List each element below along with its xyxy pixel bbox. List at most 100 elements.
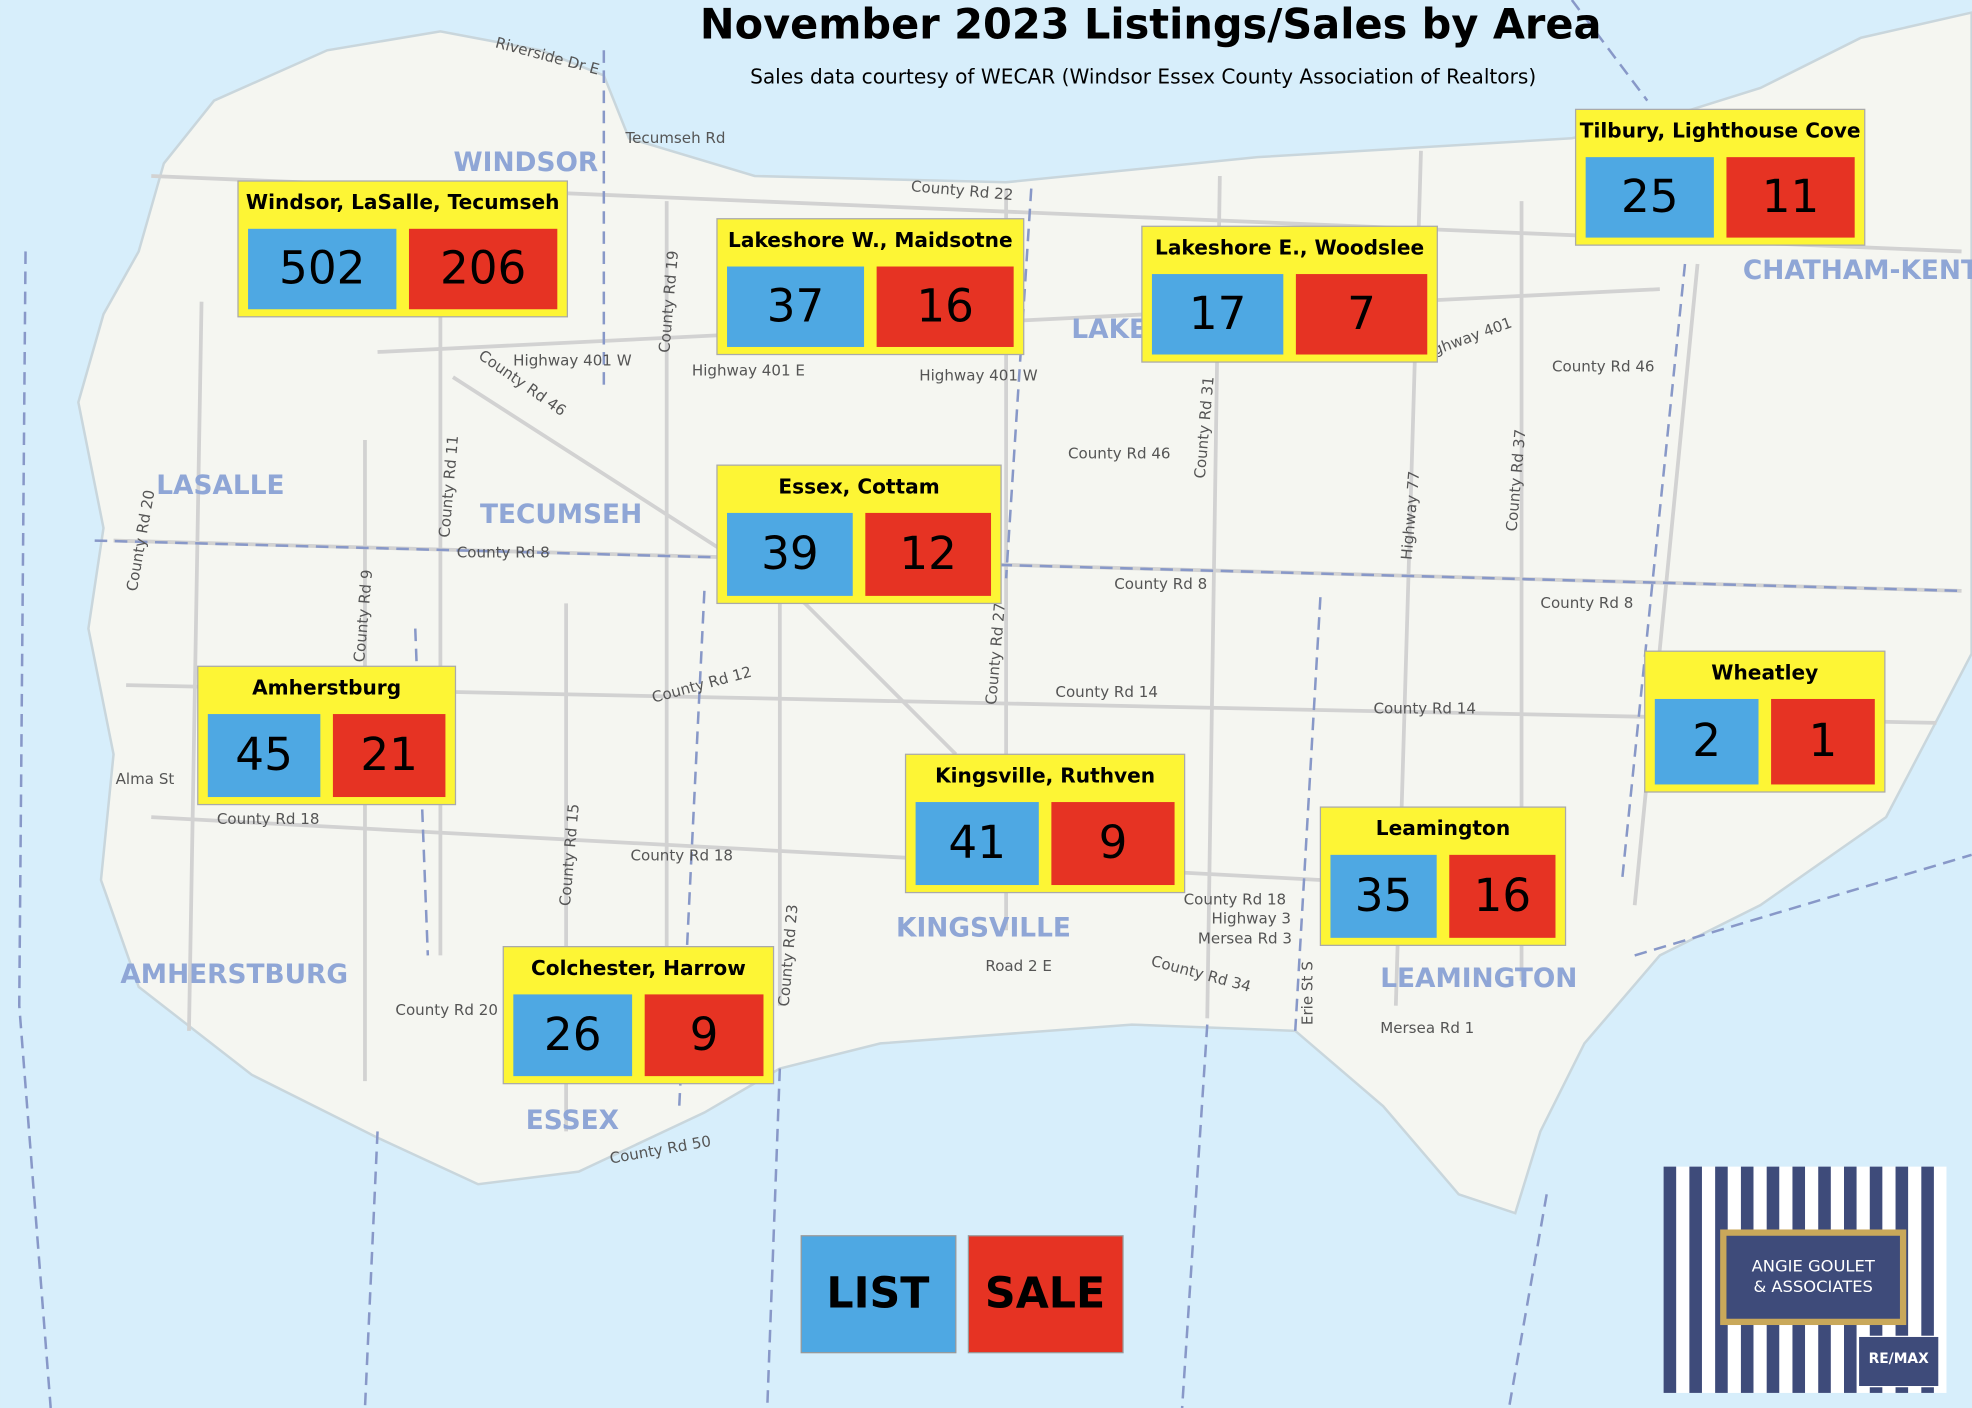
area-name: Essex, Cottam [778,474,939,498]
logo-line1: ANGIE GOULET [1752,1257,1876,1276]
area-box: Amherstburg 45 21 [197,665,457,806]
logo-panel [1726,1235,1900,1319]
legend: LIST SALE [800,1235,1124,1354]
sale-count: 21 [360,728,418,781]
road-label: County Rd 14 [1373,700,1476,718]
area-name: Tilbury, Lighthouse Cove [1580,118,1861,142]
sale-cell [865,512,992,596]
sale-cell [1051,802,1175,886]
list-cell [207,714,321,798]
list-cell [1330,854,1437,938]
legend-sale-swatch [967,1235,1124,1354]
place-label: LASALLE [156,470,284,501]
road-label: County Rd 8 [1114,575,1207,593]
road-label: Mersea Rd 3 [1198,930,1292,948]
area-box: Wheatley 2 1 [1644,650,1886,793]
road-label: Road 2 E [985,957,1052,975]
place-label: CHATHAM-KENT [1743,255,1972,286]
area-box: Leamington 35 16 [1319,806,1567,946]
area-boxes: Windsor, LaSalle, Tecumseh 502 206 Lakeshor… [197,108,1886,1085]
area-box: Tilbury, Lighthouse Cove 25 11 [1574,108,1866,246]
area-box: Kingsville, Ruthven 41 9 [904,753,1186,894]
road-label: Highway 401 E [692,361,805,379]
road-label: Highway 3 [1211,909,1291,927]
sale-count: 11 [1762,170,1820,223]
list-cell [1151,274,1284,355]
title: November 2023 Listings/Sales by Area [700,0,1602,49]
sale-count: 7 [1347,287,1376,340]
area-name: Lakeshore W., Maidsotne [728,228,1013,252]
sale-cell [644,994,764,1077]
list-cell [1654,698,1759,785]
place-label: AMHERSTBURG [120,959,348,990]
road-label: County Rd 18 [1184,891,1287,909]
road-label: County Rd 18 [217,810,320,828]
road-label: Highway 401 W [513,351,632,369]
place-label: KINGSVILLE [896,913,1071,944]
road-label: County Rd 46 [1068,444,1171,462]
place-label: LAKE [1071,314,1147,345]
list-cell [248,228,397,310]
sale-cell [1295,274,1428,355]
sale-count: 16 [916,279,974,332]
sale-cell [332,714,446,798]
sale-count: 1 [1809,714,1838,767]
area-box: Lakeshore W., Maidsotne 37 16 [716,218,1025,356]
road-label: County Rd 18 [631,847,734,865]
road-label: Erie St S [1298,961,1316,1025]
road-label: County Rd 8 [1540,594,1633,612]
place-label: WINDSOR [454,147,599,178]
area-name: Lakeshore E., Woodslee [1155,235,1424,259]
boundaries [17,0,1972,1408]
road-label: County Rd 14 [1055,683,1158,701]
legend-sale: SALE [985,1269,1105,1319]
sale-count: 206 [440,242,526,295]
road-label: County Rd 8 [457,544,550,562]
list-cell [915,802,1039,886]
area-box: Lakeshore E., Woodslee 17 7 [1141,225,1438,363]
list-count: 35 [1355,869,1413,922]
sale-cell [1726,157,1855,238]
list-count: 39 [761,527,819,580]
list-count: 26 [544,1008,602,1061]
road-label: Alma St [116,770,175,788]
list-cell [1585,157,1714,238]
list-count: 25 [1621,170,1679,223]
subtitle: Sales data courtesy of WECAR (Windsor Es… [750,64,1536,88]
sale-cell [408,228,558,310]
area-name: Amherstburg [252,675,401,699]
sale-cell [1449,854,1556,938]
list-cell [513,994,633,1077]
sale-cell [876,266,1014,347]
list-cell [727,266,865,347]
list-count: 502 [279,242,365,295]
area-box: Essex, Cottam 39 12 [716,464,1002,605]
list-count: 37 [767,279,825,332]
logo: ANGIE GOULET & ASSOCIATES RE/MAX [1663,1166,1947,1393]
sale-count: 16 [1474,869,1532,922]
place-label: TECUMSEH [480,499,642,530]
list-count: 45 [235,728,293,781]
logo-line2: & ASSOCIATES [1753,1277,1872,1296]
area-box: Windsor, LaSalle, Tecumseh 502 206 [237,180,569,318]
road-label: Tecumseh Rd [624,129,725,147]
sale-count: 9 [690,1008,719,1061]
place-label: LEAMINGTON [1380,963,1577,994]
road-label: Mersea Rd 1 [1380,1019,1474,1037]
list-count: 2 [1692,714,1721,767]
sale-count: 9 [1099,816,1128,869]
area-name: Leamington [1376,816,1510,840]
brand: RE/MAX [1869,1351,1930,1367]
stripe [1689,1166,1702,1393]
area-name: Colchester, Harrow [531,956,746,980]
area-name: Windsor, LaSalle, Tecumseh [246,190,559,214]
list-count: 17 [1189,287,1247,340]
area-box: Colchester, Harrow 26 9 [502,946,775,1085]
place-label: ESSEX [526,1105,619,1136]
sale-cell [1771,698,1875,785]
list-count: 41 [948,816,1006,869]
area-name: Wheatley [1711,660,1818,684]
legend-list-swatch [800,1235,957,1354]
road-label: Highway 401 W [919,366,1038,384]
brand-badge [1857,1335,1940,1388]
